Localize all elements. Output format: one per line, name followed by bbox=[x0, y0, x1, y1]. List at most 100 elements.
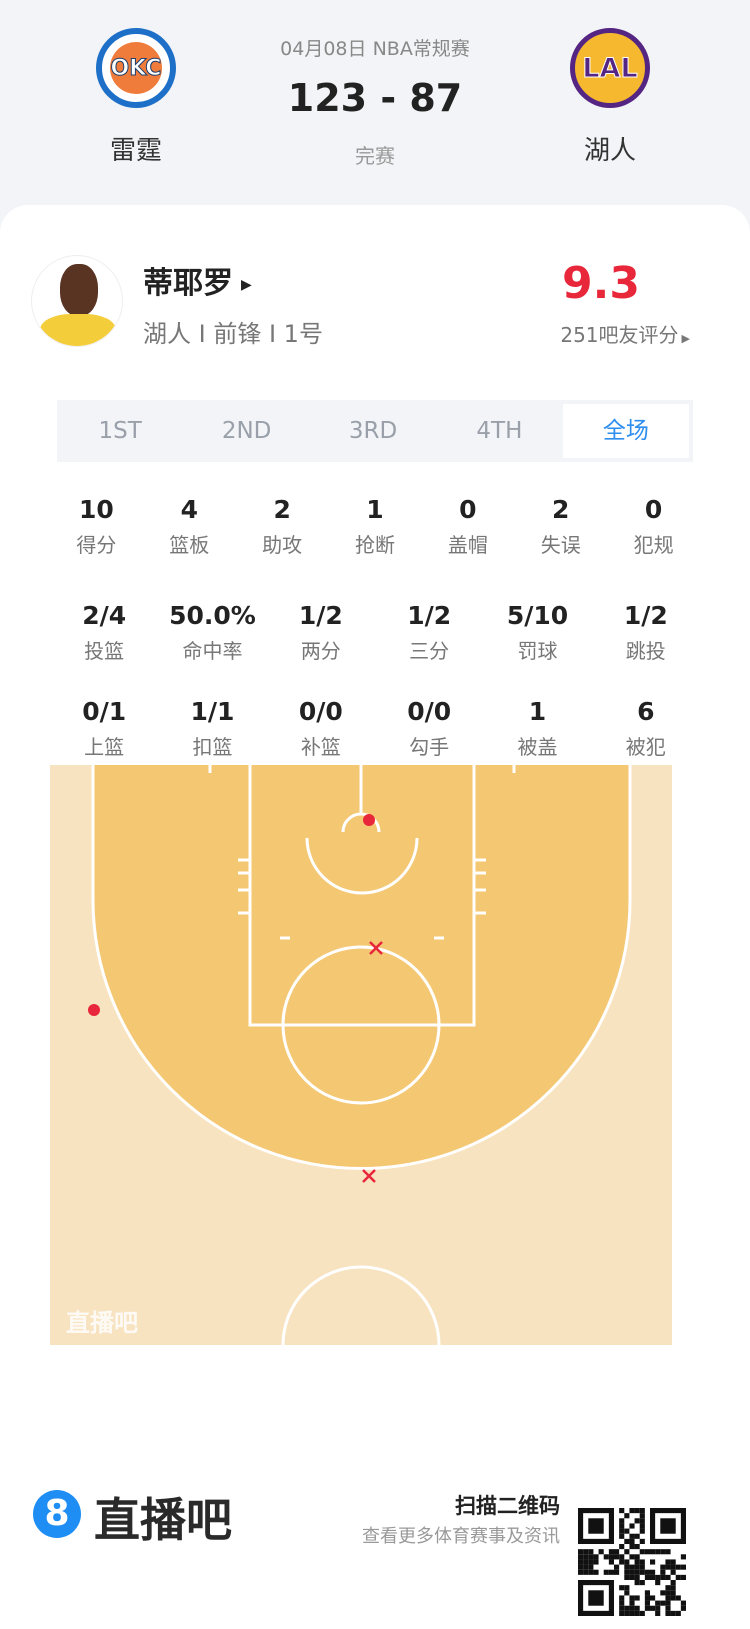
stat-cell: 1/2 跳投 bbox=[592, 601, 700, 664]
paint bbox=[248, 765, 476, 1027]
tab-2nd[interactable]: 2ND bbox=[221, 418, 272, 444]
stat-cell: 1/2 三分 bbox=[375, 601, 483, 664]
stat-label: 被犯 bbox=[625, 735, 666, 759]
stat-value: 1/2 bbox=[407, 601, 452, 630]
stat-value: 0/0 bbox=[298, 697, 343, 726]
shot-made bbox=[363, 814, 375, 826]
stat-value: 50.0% bbox=[169, 601, 256, 630]
tab-3rd[interactable]: 3RD bbox=[348, 418, 398, 444]
shots bbox=[88, 814, 383, 1183]
stat-cell: 10 得分 bbox=[50, 495, 143, 558]
stat-value: 2 bbox=[552, 495, 570, 524]
game-score: 123 - 87 bbox=[287, 76, 463, 120]
shot-missed bbox=[362, 1169, 376, 1183]
lane-marks bbox=[238, 858, 486, 940]
stat-value: 0/0 bbox=[407, 697, 452, 726]
player-avatar[interactable] bbox=[31, 255, 123, 347]
stat-cell: 1 抢断 bbox=[329, 495, 422, 558]
stat-value: 4 bbox=[180, 495, 198, 524]
stat-value: 1/2 bbox=[298, 601, 343, 630]
stat-label: 扣篮 bbox=[192, 735, 233, 759]
stat-cell: 0/0 勾手 bbox=[375, 697, 483, 760]
stat-label: 勾手 bbox=[409, 735, 450, 759]
tab-1st[interactable]: 1ST bbox=[98, 418, 142, 444]
stat-label: 犯规 bbox=[633, 533, 674, 557]
stat-label: 失误 bbox=[540, 533, 581, 557]
stat-label: 盖帽 bbox=[447, 533, 488, 557]
stat-value: 2 bbox=[273, 495, 291, 524]
scan-subtitle: 查看更多体育赛事及资讯 bbox=[362, 1526, 560, 1547]
stat-cell: 2/4 投篮 bbox=[50, 601, 158, 664]
tab-full-game[interactable]: 全场 bbox=[562, 404, 690, 458]
stat-value: 1/2 bbox=[623, 601, 668, 630]
okc-logo: OKC bbox=[96, 28, 176, 108]
stat-label: 罚球 bbox=[517, 639, 558, 663]
player-name-link[interactable]: 蒂耶罗 ▶ bbox=[143, 258, 252, 302]
rating-link[interactable]: 251吧友评分 ▶ bbox=[520, 319, 690, 348]
stat-value: 2/4 bbox=[82, 601, 127, 630]
stat-cell: 2 失误 bbox=[514, 495, 607, 558]
stat-label: 补篮 bbox=[300, 735, 341, 759]
stat-value: 0 bbox=[459, 495, 477, 524]
stat-value: 6 bbox=[637, 697, 655, 726]
stat-cell: 1/1 扣篮 bbox=[158, 697, 266, 760]
stat-label: 投篮 bbox=[84, 639, 125, 663]
stat-label: 得分 bbox=[76, 533, 117, 557]
away-team-name: 湖人 bbox=[583, 136, 636, 166]
stat-cell: 0/1 上篮 bbox=[50, 697, 158, 760]
stat-cell: 1 被盖 bbox=[483, 697, 591, 760]
lal-logo: LAL bbox=[570, 28, 650, 108]
scan-title: 扫描二维码 bbox=[455, 1494, 560, 1518]
stat-label: 跳投 bbox=[625, 639, 666, 663]
player-name: 蒂耶罗 bbox=[143, 266, 233, 301]
three-point-area bbox=[93, 765, 630, 1169]
brand-logo: 8 bbox=[33, 1490, 81, 1538]
stats-row-shot-types: 0/1 上篮 1/1 扣篮 0/0 补篮 0/0 勾手 1 被盖 6 被犯 bbox=[50, 697, 700, 760]
stat-label: 被盖 bbox=[517, 735, 558, 759]
stat-cell: 6 被犯 bbox=[592, 697, 700, 760]
watermark: 直播吧 bbox=[66, 1309, 138, 1337]
stat-cell: 0 盖帽 bbox=[421, 495, 514, 558]
shot-missed bbox=[369, 941, 383, 955]
brand-name: 直播吧 bbox=[94, 1493, 232, 1547]
stat-cell: 0 犯规 bbox=[607, 495, 700, 558]
stat-cell: 50.0% 命中率 bbox=[158, 601, 266, 664]
stat-value: 10 bbox=[79, 495, 114, 524]
stat-label: 助攻 bbox=[262, 533, 303, 557]
rating-count: 251吧友评分 bbox=[560, 323, 679, 347]
center-circle bbox=[281, 1265, 441, 1345]
qr-code[interactable] bbox=[578, 1508, 686, 1616]
stat-cell: 1/2 两分 bbox=[267, 601, 375, 664]
stat-value: 1 bbox=[528, 697, 547, 726]
stats-row-basic: 10 得分 4 篮板 2 助攻 1 抢断 0 盖帽 2 失误 0 犯规 bbox=[50, 495, 700, 558]
stat-cell: 4 篮板 bbox=[143, 495, 236, 558]
restricted-area bbox=[305, 837, 419, 895]
game-date-type: 04月08日 NBA常规赛 bbox=[280, 38, 470, 60]
player-rating: 9.3 bbox=[562, 258, 640, 309]
okc-logo-text: OKC bbox=[110, 42, 162, 94]
stat-value: 0/1 bbox=[82, 697, 127, 726]
stats-row-shooting: 2/4 投篮 50.0% 命中率 1/2 两分 1/2 三分 5/10 罚球 1/2 跳投 bbox=[50, 601, 700, 664]
free-throw-circle-dashed bbox=[281, 945, 441, 1026]
stat-label: 篮板 bbox=[169, 533, 210, 557]
stat-label: 两分 bbox=[300, 639, 341, 663]
stat-value: 5/10 bbox=[506, 601, 569, 630]
caret-right-icon: ▶ bbox=[681, 332, 690, 345]
stat-cell: 2 助攻 bbox=[236, 495, 329, 558]
shot-made bbox=[88, 1004, 100, 1016]
stat-value: 0 bbox=[644, 495, 663, 524]
stat-cell: 0/0 补篮 bbox=[267, 697, 375, 760]
player-info: 湖人 I 前锋 I 1号 bbox=[143, 320, 323, 348]
home-team-name: 雷霆 bbox=[109, 136, 162, 166]
stat-label: 抢断 bbox=[355, 533, 395, 557]
tab-4th[interactable]: 4TH bbox=[476, 418, 523, 444]
stat-cell: 5/10 罚球 bbox=[483, 601, 591, 664]
game-status: 完赛 bbox=[355, 144, 395, 168]
caret-right-icon: ▶ bbox=[241, 276, 252, 293]
period-tabs: 1ST 2ND 3RD 4TH 全场 bbox=[57, 400, 693, 462]
three-point-line bbox=[91, 765, 632, 1170]
stat-label: 命中率 bbox=[182, 639, 243, 663]
stat-value: 1/1 bbox=[190, 697, 235, 726]
stat-label: 三分 bbox=[409, 639, 450, 663]
stat-value: 1 bbox=[366, 495, 384, 524]
